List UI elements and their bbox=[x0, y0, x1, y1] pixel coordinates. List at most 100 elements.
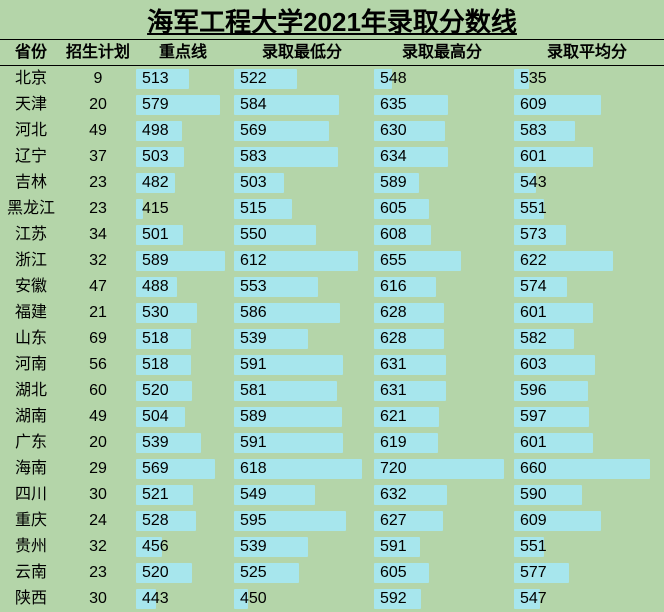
cell-plan: 23 bbox=[62, 196, 134, 222]
cell-value: 503 bbox=[142, 144, 169, 170]
cell-value: 601 bbox=[520, 144, 547, 170]
cell-value: 539 bbox=[240, 326, 267, 352]
cell-value: 609 bbox=[520, 92, 547, 118]
cell-plan: 20 bbox=[62, 92, 134, 118]
cell-value: 581 bbox=[240, 378, 267, 404]
cell-value: 586 bbox=[240, 300, 267, 326]
cell-value: 720 bbox=[380, 456, 407, 482]
cell-value: 616 bbox=[380, 274, 407, 300]
cell-province: 云南 bbox=[0, 560, 62, 586]
cell-value: 573 bbox=[520, 222, 547, 248]
cell-value: 609 bbox=[520, 508, 547, 534]
cell-keyline: 488 bbox=[134, 274, 232, 300]
cell-value: 622 bbox=[520, 248, 547, 274]
cell-province: 海南 bbox=[0, 456, 62, 482]
cell-keyline: 504 bbox=[134, 404, 232, 430]
cell-avgScore: 660 bbox=[512, 456, 662, 482]
cell-value: 632 bbox=[380, 482, 407, 508]
cell-minScore: 539 bbox=[232, 326, 372, 352]
cell-avgScore: 582 bbox=[512, 326, 662, 352]
cell-avgScore: 573 bbox=[512, 222, 662, 248]
cell-plan: 30 bbox=[62, 586, 134, 612]
cell-value: 601 bbox=[520, 300, 547, 326]
table-row: 浙江32589612655622 bbox=[0, 248, 664, 274]
cell-province: 陕西 bbox=[0, 586, 62, 612]
table-row: 广东20539591619601 bbox=[0, 430, 664, 456]
cell-province: 浙江 bbox=[0, 248, 62, 274]
cell-value: 582 bbox=[520, 326, 547, 352]
cell-maxScore: 608 bbox=[372, 222, 512, 248]
cell-value: 530 bbox=[142, 300, 169, 326]
cell-province: 北京 bbox=[0, 66, 62, 92]
cell-minScore: 584 bbox=[232, 92, 372, 118]
cell-maxScore: 619 bbox=[372, 430, 512, 456]
cell-province: 广东 bbox=[0, 430, 62, 456]
cell-province: 河北 bbox=[0, 118, 62, 144]
cell-keyline: 503 bbox=[134, 144, 232, 170]
cell-keyline: 569 bbox=[134, 456, 232, 482]
cell-keyline: 539 bbox=[134, 430, 232, 456]
cell-value: 520 bbox=[142, 378, 169, 404]
cell-value: 583 bbox=[240, 144, 267, 170]
cell-minScore: 553 bbox=[232, 274, 372, 300]
cell-keyline: 456 bbox=[134, 534, 232, 560]
cell-keyline: 518 bbox=[134, 326, 232, 352]
cell-plan: 32 bbox=[62, 248, 134, 274]
cell-value: 621 bbox=[380, 404, 407, 430]
cell-value: 601 bbox=[520, 430, 547, 456]
cell-province: 江苏 bbox=[0, 222, 62, 248]
cell-avgScore: 551 bbox=[512, 196, 662, 222]
table-header-row: 省份 招生计划 重点线 录取最低分 录取最高分 录取平均分 bbox=[0, 40, 664, 66]
cell-keyline: 589 bbox=[134, 248, 232, 274]
cell-value: 513 bbox=[142, 66, 169, 92]
cell-province: 贵州 bbox=[0, 534, 62, 560]
cell-keyline: 482 bbox=[134, 170, 232, 196]
cell-value: 521 bbox=[142, 482, 169, 508]
cell-avgScore: 551 bbox=[512, 534, 662, 560]
table-row: 贵州32456539591551 bbox=[0, 534, 664, 560]
cell-value: 579 bbox=[142, 92, 169, 118]
table-row: 河北49498569630583 bbox=[0, 118, 664, 144]
cell-province: 吉林 bbox=[0, 170, 62, 196]
cell-maxScore: 634 bbox=[372, 144, 512, 170]
cell-plan: 9 bbox=[62, 66, 134, 92]
cell-value: 518 bbox=[142, 326, 169, 352]
cell-value: 528 bbox=[142, 508, 169, 534]
cell-value: 443 bbox=[142, 586, 169, 612]
table-row: 陕西30443450592547 bbox=[0, 586, 664, 612]
cell-value: 589 bbox=[380, 170, 407, 196]
cell-province: 湖北 bbox=[0, 378, 62, 404]
table-row: 河南56518591631603 bbox=[0, 352, 664, 378]
cell-value: 548 bbox=[380, 66, 407, 92]
col-header-keyline: 重点线 bbox=[134, 40, 232, 65]
cell-value: 569 bbox=[240, 118, 267, 144]
cell-minScore: 583 bbox=[232, 144, 372, 170]
cell-plan: 23 bbox=[62, 170, 134, 196]
cell-value: 618 bbox=[240, 456, 267, 482]
cell-keyline: 579 bbox=[134, 92, 232, 118]
cell-value: 504 bbox=[142, 404, 169, 430]
cell-value: 574 bbox=[520, 274, 547, 300]
cell-value: 456 bbox=[142, 534, 169, 560]
cell-maxScore: 628 bbox=[372, 300, 512, 326]
cell-province: 辽宁 bbox=[0, 144, 62, 170]
cell-maxScore: 592 bbox=[372, 586, 512, 612]
col-header-plan: 招生计划 bbox=[62, 40, 134, 65]
cell-value: 584 bbox=[240, 92, 267, 118]
cell-avgScore: 603 bbox=[512, 352, 662, 378]
cell-maxScore: 631 bbox=[372, 352, 512, 378]
table-body: 北京9513522548535天津20579584635609河北4949856… bbox=[0, 66, 664, 612]
cell-keyline: 530 bbox=[134, 300, 232, 326]
cell-avgScore: 590 bbox=[512, 482, 662, 508]
cell-plan: 23 bbox=[62, 560, 134, 586]
cell-minScore: 591 bbox=[232, 430, 372, 456]
cell-value: 619 bbox=[380, 430, 407, 456]
cell-value: 539 bbox=[142, 430, 169, 456]
cell-value: 605 bbox=[380, 560, 407, 586]
cell-value: 589 bbox=[240, 404, 267, 430]
cell-minScore: 595 bbox=[232, 508, 372, 534]
cell-minScore: 569 bbox=[232, 118, 372, 144]
cell-maxScore: 616 bbox=[372, 274, 512, 300]
cell-value: 583 bbox=[520, 118, 547, 144]
cell-value: 503 bbox=[240, 170, 267, 196]
